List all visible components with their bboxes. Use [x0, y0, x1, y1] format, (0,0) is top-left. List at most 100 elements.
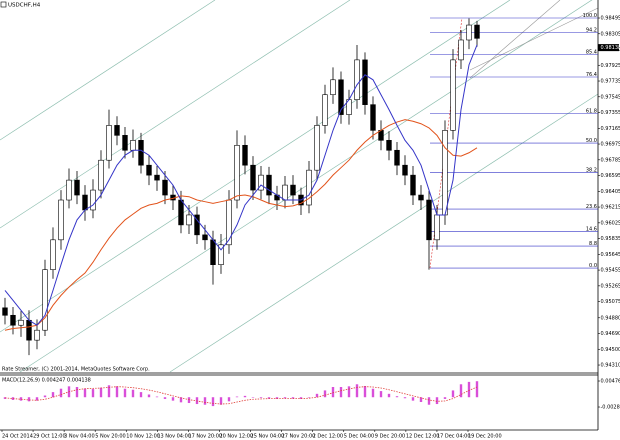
macd-bar [275, 397, 279, 399]
macd-bar [75, 387, 79, 398]
candle-body [2, 307, 8, 316]
candle-body [138, 140, 144, 166]
x-tick-label: 24 Oct 2014 [2, 434, 33, 440]
moving-average [4, 44, 478, 326]
macd-bar [387, 393, 391, 398]
candle-body [242, 144, 248, 166]
candle-body [458, 39, 464, 61]
y-tick-label: 0.94880 [601, 315, 620, 321]
macd-bar [331, 387, 335, 398]
candle-body [226, 199, 232, 246]
macd-bar [51, 392, 55, 398]
candle-body [290, 184, 296, 196]
macd-bar [123, 388, 127, 398]
candle-body [250, 164, 256, 191]
macd-bar [187, 397, 191, 404]
fan-line [469, 0, 561, 79]
macd-bar [35, 397, 39, 401]
x-tick-label: 5 Dec 04:00 [344, 434, 374, 440]
candle-body [34, 329, 40, 341]
y-tick-label: 0.97925 [601, 63, 620, 69]
candle-body [386, 140, 392, 151]
macd-bar [299, 397, 303, 399]
macd-bar [203, 397, 207, 405]
candle-body [186, 214, 192, 226]
candle-body [106, 125, 112, 161]
y-tick-label: 0.97545 [601, 94, 620, 100]
candle-body [114, 125, 120, 136]
macd-bar [171, 397, 175, 401]
y-tick-label: 0.97355 [601, 110, 620, 116]
candle-body [146, 164, 152, 176]
macd-bar [339, 387, 343, 398]
y-tick-label: 0.95645 [601, 252, 620, 258]
y-tick-label: 0.96595 [601, 173, 620, 179]
macd-bar [251, 397, 255, 398]
macd-bar [435, 397, 439, 405]
x-tick-label: 29 Oct 12:00 [33, 434, 66, 440]
candle-body [74, 179, 80, 196]
x-tick-label: 27 Nov 20:00 [282, 434, 316, 440]
macd-bar [307, 397, 311, 398]
candle-body [210, 239, 216, 265]
candle-body [330, 79, 336, 96]
macd-bar [211, 397, 215, 407]
x-tick-label: 13 Nov 04:00 [157, 434, 191, 440]
y-tick-label: 0.96025 [601, 220, 620, 226]
x-tick-label: 19 Dec 20:00 [468, 434, 502, 440]
macd-bar [419, 397, 423, 402]
candle-body [266, 174, 272, 196]
macd-bar [315, 393, 319, 398]
candle-body [162, 179, 168, 196]
y-tick-label: 0.98305 [601, 31, 620, 37]
x-tick-label: 17 Dec 04:00 [437, 434, 471, 440]
candle-body [50, 239, 56, 270]
candle-body [26, 319, 32, 341]
candle-body [202, 234, 208, 241]
candle-body [314, 125, 320, 171]
macd-bar [91, 389, 95, 398]
macd-bar [291, 397, 295, 399]
candle-body [426, 199, 432, 241]
macd-bar [347, 386, 351, 398]
macd-bar [395, 396, 399, 398]
candle-body [18, 319, 24, 326]
macd-bar [259, 397, 263, 398]
candle-body [474, 24, 480, 39]
candle-body [466, 24, 472, 41]
macd-bar [227, 397, 231, 402]
x-tick-label: 10 Nov 12:00 [126, 434, 160, 440]
candle-body [410, 174, 416, 196]
x-tick-label: 5 Nov 20:00 [95, 434, 126, 440]
candle-body [154, 174, 160, 181]
fib-label: 50.0 [586, 138, 597, 144]
macd-bar [371, 388, 375, 398]
fib-label: 0.0 [589, 263, 597, 269]
y-tick-label: 0.95075 [601, 299, 620, 305]
y-tick-label: 0.96215 [601, 205, 620, 211]
candle-body [450, 59, 456, 131]
fib-label: 23.6 [586, 204, 597, 210]
x-tick-label: 17 Nov 20:00 [188, 434, 222, 440]
macd-bar [115, 386, 119, 398]
macd-tick-label: 0.00476 [601, 379, 620, 385]
macd-bar [235, 396, 239, 398]
fib-label: 38.2 [586, 168, 597, 174]
y-tick-label: 0.96975 [601, 142, 620, 148]
candle-body [370, 104, 376, 131]
macd-bar [27, 397, 31, 402]
y-tick-label: 0.94690 [601, 331, 620, 337]
candle-body [234, 144, 240, 201]
y-tick-label: 0.94500 [601, 347, 620, 353]
macd-bar [427, 397, 431, 405]
macd-bar [363, 385, 367, 398]
y-tick-label: 0.96405 [601, 189, 620, 195]
candle-body [178, 199, 184, 226]
candle-body [338, 79, 344, 115]
macd-bar [139, 392, 143, 398]
fib-label: 8.8 [589, 241, 597, 247]
candle-body [306, 169, 312, 206]
fan-line [469, 7, 599, 71]
candle-body [258, 174, 264, 191]
